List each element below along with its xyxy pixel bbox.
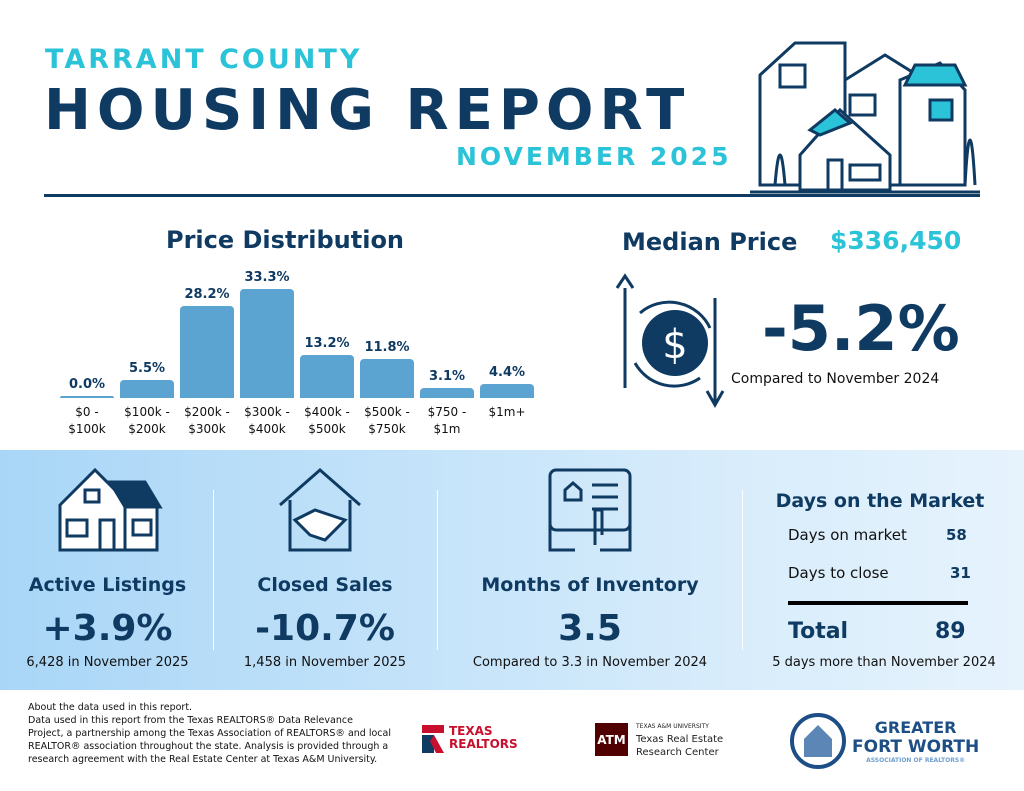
x-tick-label: $1m+ [472, 404, 542, 421]
x-tick-line: $300k - [244, 405, 290, 419]
median-change: -5.2% [762, 292, 960, 365]
x-tick-label: $500k - $750k [352, 404, 422, 438]
footer-note: About the data used in this report. Data… [28, 701, 391, 766]
inventory-title: Months of Inventory [481, 574, 699, 596]
dom-row-label: Days to close [788, 564, 889, 582]
x-tick-label: $750 - $1m [412, 404, 482, 438]
bar-value-label: 0.0% [68, 377, 106, 392]
bar [360, 359, 414, 398]
bar-value-label: 3.1% [428, 368, 466, 384]
active-listings-sub: 6,428 in November 2025 [26, 655, 189, 670]
logo-text: ASSOCIATION OF REALTORS® [866, 757, 966, 764]
dom-row-value: 31 [950, 564, 971, 582]
x-tick-line: $400k - [304, 405, 350, 419]
texas-realtors-mark-icon [422, 725, 444, 753]
houses-illustration [750, 41, 980, 194]
bar [180, 305, 234, 398]
median-compare: Compared to November 2024 [731, 371, 940, 387]
dollar-cycle-icon: $ [615, 273, 725, 409]
inventory-sub: Compared to 3.3 in November 2024 [472, 655, 708, 670]
closed-sales-value: -10.7% [255, 608, 395, 649]
bar-value-label: 33.3% [244, 270, 290, 285]
footer-line: Project, a partnership among the Texas A… [28, 728, 391, 739]
dom-total-value: 89 [935, 619, 966, 644]
footer-line: REALTOR® association throughout the stat… [28, 741, 389, 752]
dom-total-label: Total [788, 619, 849, 644]
closed-sales-sub: 1,458 in November 2025 [243, 655, 407, 670]
x-tick-line: $400k [248, 422, 286, 436]
x-tick-line: $300k [188, 422, 226, 436]
x-tick-label: $400k - $500k [292, 404, 362, 438]
handshake-house-icon [279, 468, 361, 552]
tamu-logo: ATM TEXAS A&M UNIVERSITY Texas Real Estat… [595, 720, 723, 759]
report-title: HOUSING REPORT [44, 78, 691, 143]
footer-line: Data used in this report from the Texas … [28, 715, 353, 726]
closed-sales-title: Closed Sales [257, 574, 393, 596]
county-title: TARRANT COUNTY [45, 44, 363, 75]
active-listings-title: Active Listings [28, 574, 187, 596]
x-tick-line: $200k [128, 422, 166, 436]
logo-text: TEXAS [449, 724, 493, 738]
x-tick-label: $100k - $200k [112, 404, 182, 438]
divider [213, 490, 214, 650]
x-tick-line: $1m+ [488, 405, 526, 419]
dom-row-value: 58 [946, 526, 967, 544]
house-icon [58, 467, 163, 552]
logo-text: Texas Real Estate [636, 734, 724, 745]
x-tick-line: $0 - [75, 405, 99, 419]
stats-band [0, 450, 1024, 690]
dom-row-label: Days on market [788, 526, 907, 544]
header-divider [44, 194, 980, 197]
bar [120, 379, 174, 398]
footer-line: research agreement with the Real Estate … [28, 754, 378, 765]
tablet-hand-icon [548, 468, 632, 552]
logo-text: REALTORS [449, 737, 518, 751]
footer-line: About the data used in this report. [28, 702, 193, 713]
divider [742, 490, 743, 650]
bar [240, 289, 294, 398]
bar [420, 387, 474, 398]
bar-value-label: 5.5% [128, 360, 166, 376]
x-tick-line: $500k [308, 422, 346, 436]
gfw-seal-icon [790, 713, 846, 769]
bar [300, 354, 354, 398]
bar-value-label: 13.2% [304, 335, 350, 351]
inventory-value: 3.5 [558, 608, 622, 649]
divider [437, 490, 438, 650]
bar [60, 396, 114, 398]
bar [480, 383, 534, 398]
price-distribution-title: Price Distribution [166, 226, 405, 254]
dom-sub: 5 days more than November 2024 [772, 655, 996, 670]
x-tick-label: $300k - $400k [232, 404, 302, 438]
x-tick-line: $750 - [427, 405, 467, 419]
bar-value-label: 11.8% [364, 340, 410, 356]
bar-value-label: 28.2% [184, 286, 230, 302]
x-tick-line: $750k [368, 422, 406, 436]
median-price-value: $336,450 [830, 226, 962, 255]
svg-text:$: $ [662, 322, 687, 368]
texas-realtors-logo: TEXAS REALTORS [422, 723, 518, 753]
report-period: NOVEMBER 2025 [456, 142, 732, 171]
median-price-label: Median Price [622, 228, 798, 256]
x-tick-label: $200k - $300k [172, 404, 242, 438]
x-tick-line: $500k - [364, 405, 410, 419]
gfw-logo: GREATER FORT WORTH ASSOCIATION OF REALTORS… [790, 713, 979, 769]
logo-text: GREATER [874, 718, 957, 737]
x-tick-line: $1m [433, 422, 461, 436]
x-tick-line: $100k [68, 422, 106, 436]
logo-text: FORT WORTH [852, 737, 980, 757]
dom-title: Days on the Market [775, 490, 985, 512]
x-tick-line: $100k - [124, 405, 170, 419]
x-tick-line: $200k - [184, 405, 230, 419]
dom-rule [788, 601, 968, 605]
logo-text: TEXAS A&M UNIVERSITY [636, 723, 709, 730]
logo-text: Research Center [636, 747, 719, 758]
tamu-mark-icon: ATM [595, 723, 628, 756]
bar-value-label: 4.4% [488, 364, 526, 380]
active-listings-value: +3.9% [42, 608, 173, 649]
x-tick-label: $0 - $100k [52, 404, 122, 438]
